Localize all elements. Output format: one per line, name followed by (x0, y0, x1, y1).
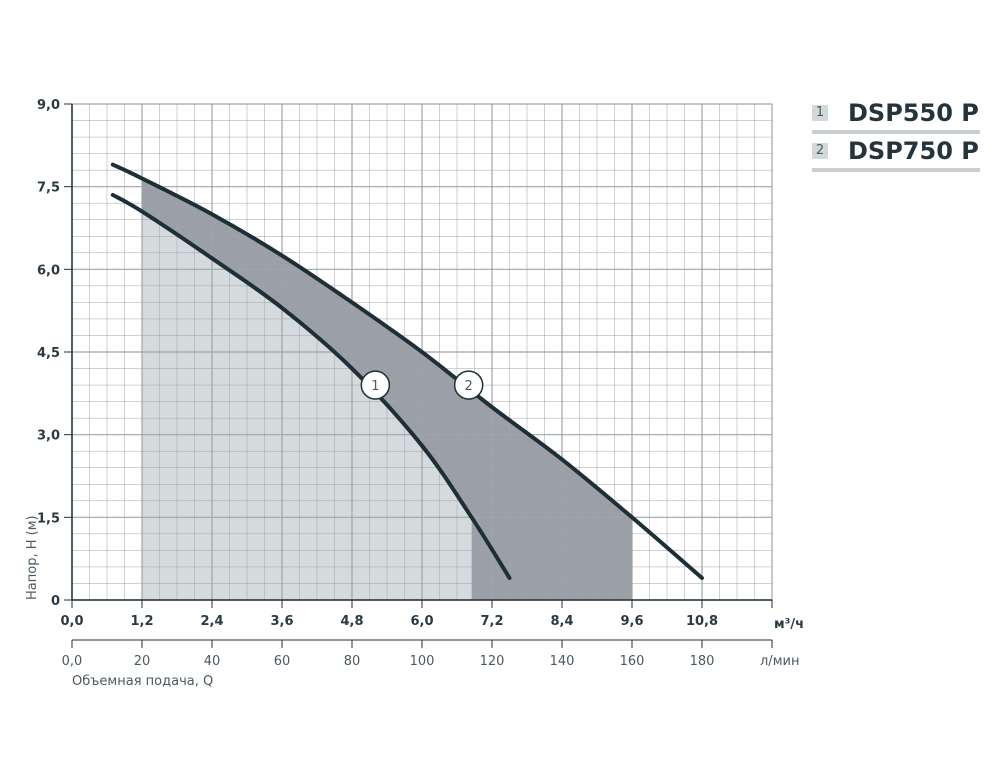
x2-tick-label: 80 (344, 654, 361, 669)
x-tick-label: 0,0 (60, 614, 83, 629)
x-tick-label: 9,6 (620, 614, 643, 629)
x2-tick-label: 140 (550, 654, 575, 669)
curve-marker-2 (453, 370, 484, 400)
x-tick-label: 2,4 (200, 614, 223, 629)
y-tick-label: 4,5 (37, 346, 60, 361)
work-area-dsp550 (142, 211, 472, 600)
x2-tick-label: 60 (274, 654, 291, 669)
legend-number: 1 (812, 105, 828, 121)
x-axis-title: Объемная подача, Q (72, 674, 213, 689)
legend: 1 DSP550 P 2 DSP750 P (812, 96, 980, 172)
x2-tick-label: 160 (620, 654, 645, 669)
curve-series-1 (110, 192, 512, 580)
y-tick-label: 0 (51, 594, 60, 609)
y-axis-title: Напор, H (м) (25, 515, 40, 600)
curve-marker-1 (360, 370, 391, 400)
x-tick-label: 4,8 (340, 614, 363, 629)
curve-marker-label-2: 2 (465, 379, 473, 394)
legend-label: DSP750 P (848, 137, 979, 165)
legend-item-1: 1 DSP550 P (812, 96, 980, 134)
x-unit-secondary: л/мин (760, 654, 799, 669)
x2-tick-label: 120 (480, 654, 505, 669)
legend-item-2: 2 DSP750 P (812, 134, 980, 172)
y-tick-label: 9,0 (37, 98, 60, 113)
x2-tick-label: 180 (690, 654, 715, 669)
y-tick-label: 3,0 (37, 429, 60, 444)
y-tick-label: 1,5 (37, 511, 60, 526)
legend-number: 2 (812, 143, 828, 159)
x-unit-primary: м³/ч (774, 617, 804, 632)
x-tick-label: 7,2 (480, 614, 503, 629)
y-tick-label: 7,5 (37, 181, 60, 196)
x2-tick-label: 0,0 (62, 654, 83, 669)
x-tick-label: 6,0 (410, 614, 433, 629)
x-tick-label: 10,8 (686, 614, 718, 629)
legend-label: DSP550 P (848, 99, 979, 127)
y-tick-label: 6,0 (37, 263, 60, 278)
x2-tick-label: 100 (410, 654, 435, 669)
x2-tick-label: 20 (134, 654, 151, 669)
x-tick-label: 8,4 (550, 614, 573, 629)
x-tick-label: 3,6 (270, 614, 293, 629)
curve-marker-label-1: 1 (371, 379, 379, 394)
x-tick-label: 1,2 (130, 614, 153, 629)
x2-tick-label: 40 (204, 654, 221, 669)
curve-series-2 (110, 162, 704, 580)
